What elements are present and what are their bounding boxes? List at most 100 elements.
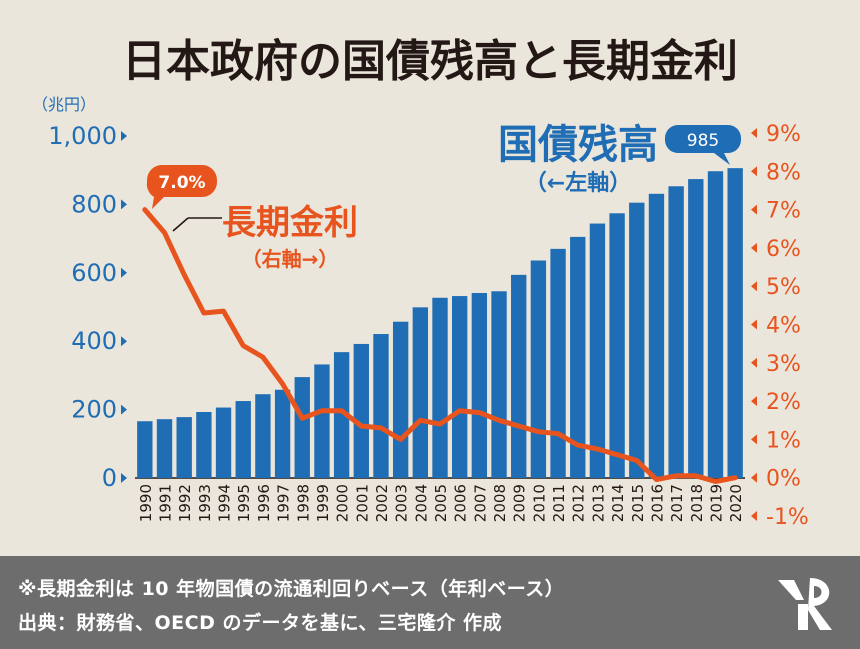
x-tick-label: 1992: [176, 484, 194, 522]
x-tick-label: 2009: [511, 484, 529, 522]
bar-2012: [570, 236, 586, 478]
x-tick-label: 2005: [432, 484, 450, 522]
right-tick-marker: [751, 319, 757, 330]
right-tick-label: 5%: [766, 275, 801, 300]
x-tick-label: 1994: [216, 484, 234, 522]
bar-1998: [294, 377, 310, 478]
right-tick-marker: [751, 357, 757, 368]
x-tick-label: 2008: [491, 484, 509, 522]
x-tick-label: 2018: [688, 484, 706, 522]
right-tick-label: 6%: [766, 237, 801, 262]
right-tick-marker: [751, 242, 757, 253]
left-tick-label: 1,000: [48, 122, 117, 150]
bar-2001: [353, 343, 369, 478]
x-tick-label: 1997: [275, 484, 293, 522]
bar-2011: [550, 248, 566, 478]
right-tick-label: 0%: [766, 467, 801, 492]
bar-1990: [137, 421, 153, 478]
right-tick-label: -1%: [766, 505, 809, 530]
x-tick-label: 2020: [727, 484, 745, 522]
x-tick-label: 2007: [471, 484, 489, 522]
bar-2018: [688, 179, 704, 478]
x-tick-label: 2011: [550, 484, 568, 522]
x-tick-label: 2012: [570, 484, 588, 522]
bar-1991: [156, 419, 173, 478]
right-tick-marker: [751, 511, 757, 521]
left-axis-unit: （兆円）: [32, 95, 96, 114]
chart: 日本政府の国債残高と長期金利 （兆円） 0 200 400 600 800 1,000 -…: [32, 36, 809, 530]
line-callout-value: 7.0%: [158, 173, 205, 193]
line-series-group: [142, 207, 738, 484]
right-tick-marker: [751, 472, 757, 483]
bar-series-name: 国債残高: [498, 122, 658, 168]
x-tick-label: 2010: [530, 484, 548, 522]
right-tick-label: 2%: [766, 390, 801, 415]
left-axis: 0 200 400 600 800 1,000: [48, 122, 127, 492]
x-tick-label: 1993: [196, 484, 214, 522]
bar-2007: [471, 292, 488, 478]
left-tick-label: 600: [71, 259, 117, 287]
right-tick-label: 4%: [766, 314, 801, 339]
left-tick-label: 200: [71, 396, 117, 424]
bar-2006: [452, 296, 468, 478]
x-tick-label: 2016: [649, 484, 667, 522]
line-callout: 7.0%: [146, 165, 217, 209]
bar-callout: 985: [665, 125, 741, 165]
left-tick-marker: [121, 404, 127, 415]
right-tick-marker: [751, 166, 757, 177]
bar-2017: [668, 186, 684, 478]
author-logo-icon: [778, 578, 832, 630]
bar-1994: [215, 407, 232, 478]
line-series-sublabel: （右軸→）: [242, 247, 339, 271]
left-tick-label: 400: [71, 327, 117, 355]
right-tick-label: 8%: [766, 160, 801, 185]
x-tick-label: 2002: [373, 484, 391, 522]
bar-2010: [530, 260, 547, 478]
bar-series-group: [137, 168, 743, 479]
bar-1997: [274, 389, 291, 478]
x-tick-label: 2001: [353, 484, 371, 522]
chart-title: 日本政府の国債残高と長期金利: [122, 36, 738, 87]
right-tick-marker: [751, 434, 757, 445]
right-tick-label: 1%: [766, 428, 801, 453]
right-tick-marker: [751, 396, 757, 407]
footer-source: 出典：財務省、OECD のデータを基に、三宅隆介 作成: [18, 612, 503, 634]
bar-2000: [333, 352, 350, 478]
footer-note: ※長期金利は 10 年物国債の流通利回りベース（年利ベース）: [18, 578, 565, 600]
bar-2014: [609, 213, 625, 479]
bar-2016: [648, 193, 665, 479]
x-tick-label: 2003: [393, 484, 411, 522]
bar-2020: [727, 168, 743, 478]
bar-1995: [235, 401, 251, 478]
right-tick-marker: [751, 204, 757, 215]
footer: ※長期金利は 10 年物国債の流通利回りベース（年利ベース） 出典：財務省、OE…: [0, 556, 860, 649]
bar-2008: [491, 291, 507, 478]
x-tick-label: 1990: [137, 484, 155, 522]
left-tick-marker: [121, 267, 127, 278]
bar-series-sublabel: （←左軸）: [525, 170, 631, 196]
left-tick-marker: [121, 473, 127, 483]
bar-2005: [432, 297, 448, 478]
left-tick-label: 800: [71, 190, 117, 218]
bar-2015: [629, 202, 645, 478]
left-tick-marker: [121, 131, 127, 141]
left-tick-marker: [121, 199, 127, 210]
bar-callout-value: 985: [687, 131, 719, 151]
x-tick-label: 2015: [629, 484, 647, 522]
bar-2009: [511, 274, 527, 478]
x-tick-label: 2019: [708, 484, 726, 522]
x-tick-label: 2000: [334, 484, 352, 522]
bar-2004: [412, 307, 428, 478]
x-axis: 1990 1991 1992 1993 1994 1995 1996 1997 1998 1999…: [137, 484, 745, 522]
x-tick-label: 1996: [255, 484, 273, 522]
left-tick-label: 0: [102, 464, 117, 492]
x-tick-label: 2004: [412, 484, 430, 522]
x-tick-label: 1998: [294, 484, 312, 522]
bar-1993: [196, 411, 212, 478]
right-tick-marker: [751, 128, 757, 138]
bar-1996: [255, 394, 271, 478]
x-tick-label: 1991: [157, 484, 175, 522]
line-series-leader: [172, 217, 189, 232]
right-tick-label: 7%: [766, 199, 801, 224]
bar-2013: [589, 223, 606, 478]
